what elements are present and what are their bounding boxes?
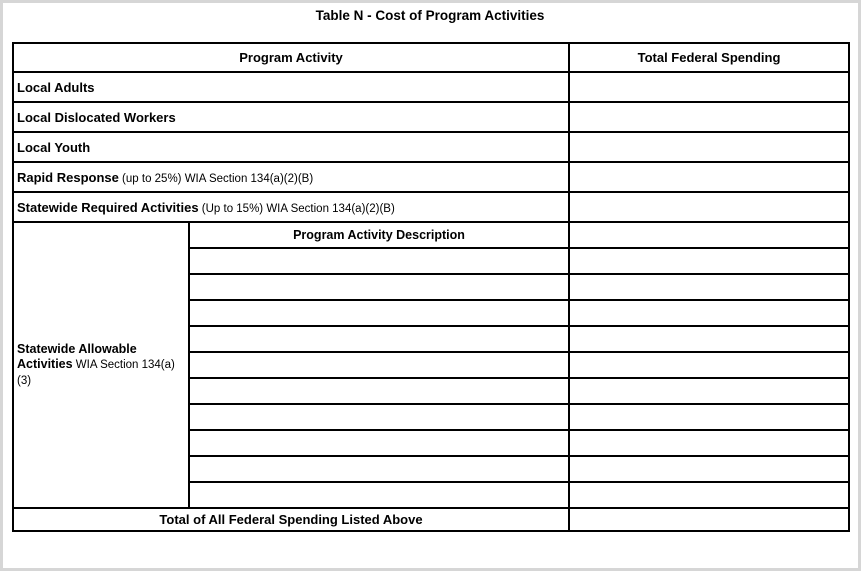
description-cell — [188, 455, 570, 483]
description-row — [13, 299, 850, 327]
activity-note-text: (up to 25%) WIA Section 134(a)(2)(B) — [118, 172, 314, 185]
activity-label-text: Statewide Required Activities — [17, 199, 199, 215]
description-row — [13, 429, 850, 457]
spending-cell — [568, 273, 850, 301]
spending-cell-local-dislocated-workers — [568, 101, 850, 133]
statewide-allowable-label-cell: Statewide Allowable Activities WIA Secti… — [12, 221, 190, 509]
spending-cell — [568, 403, 850, 431]
description-header-row: Statewide Allowable Activities WIA Secti… — [12, 221, 850, 509]
spending-cell-local-adults — [568, 71, 850, 103]
spending-cell — [568, 455, 850, 483]
activity-label-text: Rapid Response — [17, 169, 119, 185]
description-cell — [188, 273, 570, 301]
spending-cell — [568, 481, 850, 509]
description-cell — [188, 481, 570, 509]
description-cell — [188, 247, 570, 275]
description-cell — [188, 299, 570, 327]
cost-of-program-activities-table: Program Activity Total Federal Spending … — [12, 42, 850, 532]
description-cell — [188, 403, 570, 431]
spending-cell — [568, 429, 850, 457]
spending-cell — [568, 247, 850, 275]
description-cell — [188, 351, 570, 379]
spending-cell-rapid-response — [568, 161, 850, 193]
page-title: Table N - Cost of Program Activities — [315, 8, 545, 23]
description-row — [13, 377, 850, 405]
activity-label-statewide-required: Statewide Required Activities (Up to 15%… — [12, 191, 570, 223]
description-column-header: Program Activity Description — [188, 221, 570, 249]
description-row — [13, 351, 850, 379]
spending-cell-statewide-required — [568, 191, 850, 223]
spending-cell — [568, 325, 850, 353]
activity-label-local-adults: Local Adults — [12, 71, 570, 103]
column-header-program-activity: Program Activity — [12, 42, 570, 73]
table-row-statewide-required: Statewide Required Activities (Up to 15%… — [12, 191, 850, 223]
description-cell — [188, 377, 570, 405]
spending-cell-total — [568, 507, 850, 532]
activity-label-rapid-response: Rapid Response (up to 25%) WIA Section 1… — [12, 161, 570, 193]
description-row — [13, 481, 850, 509]
description-row — [13, 273, 850, 301]
column-header-total-federal-spending: Total Federal Spending — [568, 42, 850, 73]
description-row — [13, 403, 850, 431]
table-row-local-adults: Local Adults — [12, 71, 850, 103]
description-row — [13, 247, 850, 275]
activity-label-local-dislocated-workers: Local Dislocated Workers — [12, 101, 570, 133]
spending-cell — [568, 377, 850, 405]
activity-label-text: Local Adults — [17, 79, 95, 95]
spending-cell — [568, 351, 850, 379]
description-row — [13, 455, 850, 483]
spending-cell — [568, 299, 850, 327]
spending-cell-local-youth — [568, 131, 850, 163]
total-row: Total of All Federal Spending Listed Abo… — [12, 507, 850, 532]
total-row-label: Total of All Federal Spending Listed Abo… — [12, 507, 570, 532]
activity-note-text: (Up to 15%) WIA Section 134(a)(2)(B) — [198, 202, 395, 215]
header-row: Program Activity Total Federal Spending — [12, 42, 850, 73]
description-cell — [188, 429, 570, 457]
statewide-allowable-label-text2: Activities — [17, 356, 73, 371]
activity-label-text: Local Youth — [17, 139, 91, 155]
table-row-local-dislocated-workers: Local Dislocated Workers — [12, 101, 850, 133]
activity-label-local-youth: Local Youth — [12, 131, 570, 163]
statewide-allowable-note-text: WIA Section 134(a)(3) — [17, 358, 175, 387]
table-row-rapid-response: Rapid Response (up to 25%) WIA Section 1… — [12, 161, 850, 193]
activity-label-text: Local Dislocated Workers — [17, 109, 176, 125]
statewide-allowable-label-text: Statewide Allowable — [17, 341, 137, 356]
spending-cell-description-header — [568, 221, 850, 249]
description-row — [13, 325, 850, 353]
description-cell — [188, 325, 570, 353]
table-row-local-youth: Local Youth — [12, 131, 850, 163]
